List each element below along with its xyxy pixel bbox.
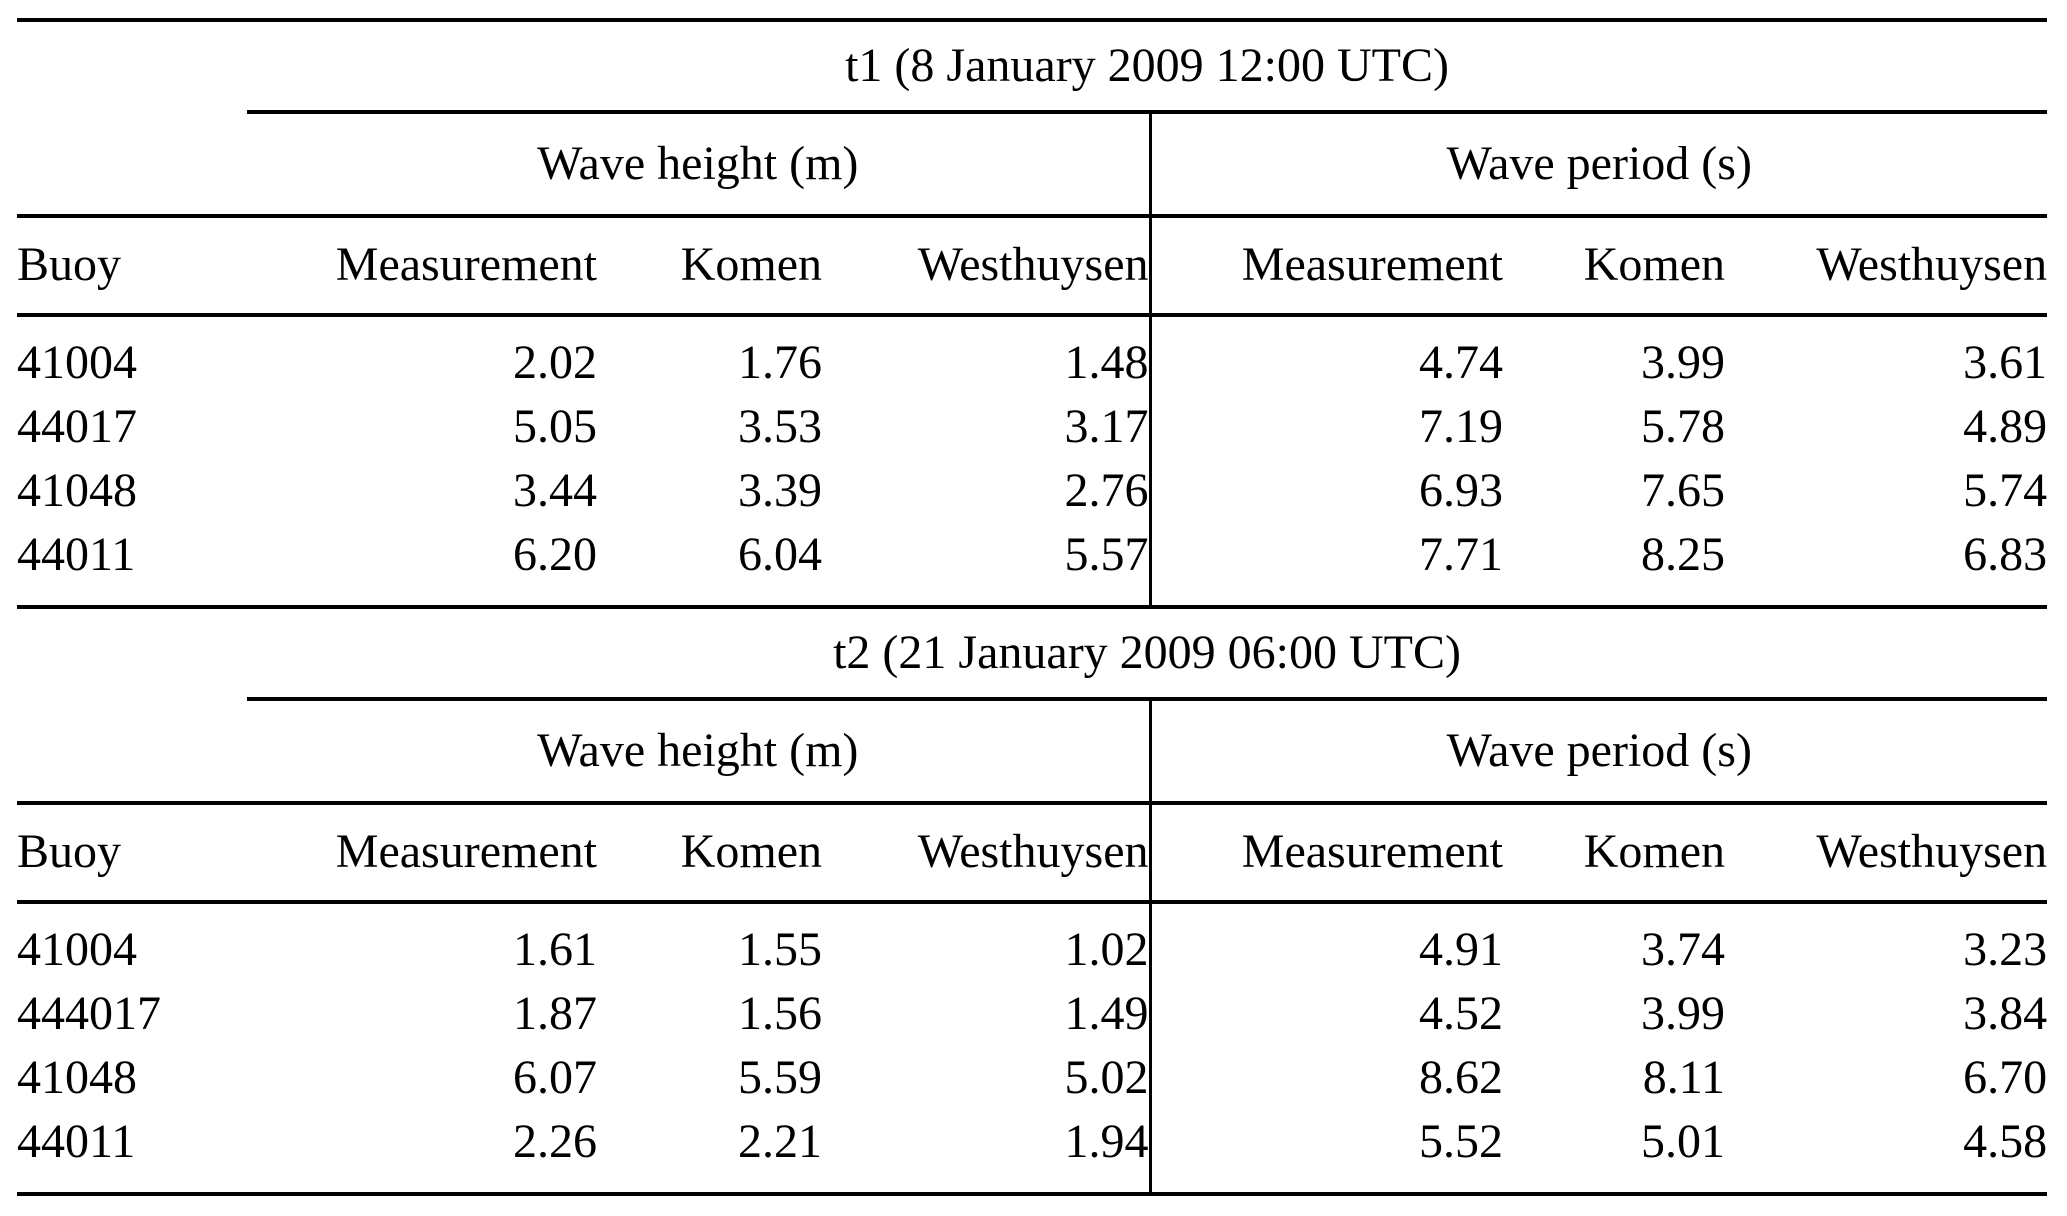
group-header-wave-height: Wave height (m) xyxy=(247,699,1150,805)
value-cell: 1.94 xyxy=(1064,1114,1149,1168)
value-cell: 8.62 xyxy=(1148,1046,1503,1110)
column-header-height-westhuysen: Westhuysen xyxy=(822,216,1150,317)
value-cell: 1.55 xyxy=(738,922,822,976)
buoy-id-cell: 41004 xyxy=(17,922,137,976)
value-cell: 2.26 xyxy=(513,1114,597,1168)
value-cell: 3.44 xyxy=(513,463,597,517)
column-header-height-komen: Komen xyxy=(597,216,822,317)
value-cell: 6.04 xyxy=(597,523,822,609)
value-cell: 5.57 xyxy=(822,523,1150,609)
buoy-id-cell: 44011 xyxy=(17,1114,136,1168)
section-t2-column-header-row: Buoy Measurement Komen Westhuysen Measur… xyxy=(17,803,2048,904)
value-cell: 4.58 xyxy=(1963,1114,2048,1168)
value-cell: 4.91 xyxy=(1148,902,1503,982)
value-cell: 3.53 xyxy=(738,399,822,453)
spacer-cell xyxy=(17,20,247,112)
value-cell: 3.23 xyxy=(1963,922,2048,976)
spacer-cell xyxy=(17,699,247,805)
section-t1-title: t1 (8 January 2009 12:00 UTC) xyxy=(247,20,2048,114)
buoy-id-cell: 41004 xyxy=(17,335,137,389)
group-header-wave-height: Wave height (m) xyxy=(247,112,1150,218)
section-t2-group-header-row: Wave height (m) Wave period (s) xyxy=(17,699,2048,805)
value-cell: 2.76 xyxy=(1064,463,1149,517)
section-t2-title-row: t2 (21 January 2009 06:00 UTC) xyxy=(17,607,2048,701)
value-cell: 6.93 xyxy=(1148,459,1503,523)
section-t1-group-header-row: Wave height (m) Wave period (s) xyxy=(17,112,2048,218)
column-header-height-westhuysen: Westhuysen xyxy=(822,803,1150,904)
value-cell: 3.99 xyxy=(1641,986,1725,1040)
buoy-id-cell: 444017 xyxy=(17,986,161,1040)
value-cell: 8.11 xyxy=(1642,1050,1725,1104)
table-row: 444017 1.87 1.56 1.49 4.52 3.99 3.84 xyxy=(17,982,2047,1046)
value-cell: 2.21 xyxy=(738,1114,822,1168)
column-header-period-komen: Komen xyxy=(1503,216,1725,317)
value-cell: 1.49 xyxy=(1064,986,1149,1040)
section-t2-title: t2 (21 January 2009 06:00 UTC) xyxy=(247,607,2048,701)
column-header-period-measurement: Measurement xyxy=(1148,216,1503,317)
value-cell: 5.01 xyxy=(1641,1114,1725,1168)
value-cell: 1.87 xyxy=(513,986,597,1040)
table-row: 41004 2.02 1.76 1.48 4.74 3.99 3.61 xyxy=(17,315,2047,395)
section-t1-column-header-row: Buoy Measurement Komen Westhuysen Measur… xyxy=(17,216,2048,317)
value-cell: 1.02 xyxy=(1064,922,1149,976)
table-row: 41048 3.44 3.39 2.76 6.93 7.65 5.74 xyxy=(17,459,2047,523)
group-header-wave-period: Wave period (s) xyxy=(1148,112,2048,218)
value-cell: 5.59 xyxy=(738,1050,822,1104)
column-header-period-westhuysen: Westhuysen xyxy=(1725,216,2048,317)
spacer-cell xyxy=(17,607,247,699)
value-cell: 7.71 xyxy=(1148,523,1503,609)
column-header-buoy: Buoy xyxy=(17,803,247,904)
spacer-cell xyxy=(17,112,247,218)
value-cell: 3.99 xyxy=(1641,335,1725,389)
column-header-period-westhuysen: Westhuysen xyxy=(1725,803,2048,904)
value-cell: 7.65 xyxy=(1641,463,1725,517)
section-t1-title-row: t1 (8 January 2009 12:00 UTC) xyxy=(17,20,2048,114)
column-header-buoy: Buoy xyxy=(17,216,247,317)
value-cell: 1.76 xyxy=(738,335,822,389)
column-header-height-komen: Komen xyxy=(597,803,822,904)
value-cell: 8.25 xyxy=(1503,523,1725,609)
value-cell: 1.56 xyxy=(738,986,822,1040)
buoy-id-cell: 44011 xyxy=(17,523,247,609)
value-cell: 5.52 xyxy=(1148,1110,1503,1194)
value-cell: 7.19 xyxy=(1148,395,1503,459)
table-row: 44017 5.05 3.53 3.17 7.19 5.78 4.89 xyxy=(17,395,2047,459)
value-cell: 5.05 xyxy=(513,399,597,453)
value-cell: 5.74 xyxy=(1963,463,2048,517)
buoy-id-cell: 44017 xyxy=(17,399,137,453)
table-row: 41048 6.07 5.59 5.02 8.62 8.11 6.70 xyxy=(17,1046,2047,1110)
table-row: 44011 6.20 6.04 5.57 7.71 8.25 6.83 xyxy=(17,523,2048,609)
value-cell: 3.84 xyxy=(1963,986,2048,1040)
column-header-period-measurement: Measurement xyxy=(1148,803,1503,904)
value-cell: 6.20 xyxy=(247,523,597,609)
group-header-wave-period: Wave period (s) xyxy=(1148,699,2048,805)
column-header-period-komen: Komen xyxy=(1503,803,1725,904)
value-cell: 1.48 xyxy=(1064,335,1149,389)
value-cell: 4.74 xyxy=(1148,315,1503,395)
table-row: 41004 1.61 1.55 1.02 4.91 3.74 3.23 xyxy=(17,902,2047,982)
value-cell: 3.17 xyxy=(1064,399,1149,453)
buoy-comparison-table: t1 (8 January 2009 12:00 UTC) Wave heigh… xyxy=(17,18,2048,1196)
column-header-height-measurement: Measurement xyxy=(247,803,597,904)
value-cell: 3.39 xyxy=(738,463,822,517)
value-cell: 6.07 xyxy=(513,1050,597,1104)
value-cell: 5.78 xyxy=(1641,399,1725,453)
value-cell: 5.02 xyxy=(1064,1050,1149,1104)
buoy-id-cell: 41048 xyxy=(17,463,137,517)
value-cell: 4.52 xyxy=(1148,982,1503,1046)
column-header-height-measurement: Measurement xyxy=(247,216,597,317)
value-cell: 4.89 xyxy=(1963,399,2048,453)
buoy-id-cell: 41048 xyxy=(17,1050,137,1104)
value-cell: 1.61 xyxy=(513,922,597,976)
table-row: 44011 2.26 2.21 1.94 5.52 5.01 4.58 xyxy=(17,1110,2047,1194)
value-cell: 6.70 xyxy=(1963,1050,2048,1104)
value-cell: 2.02 xyxy=(513,335,597,389)
value-cell: 3.61 xyxy=(1963,335,2048,389)
value-cell: 3.74 xyxy=(1641,922,1725,976)
value-cell: 6.83 xyxy=(1725,523,2048,609)
